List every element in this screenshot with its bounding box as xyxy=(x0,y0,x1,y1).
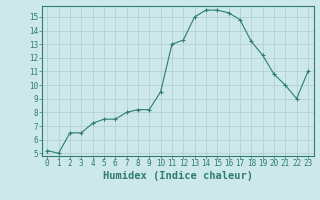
X-axis label: Humidex (Indice chaleur): Humidex (Indice chaleur) xyxy=(103,171,252,181)
